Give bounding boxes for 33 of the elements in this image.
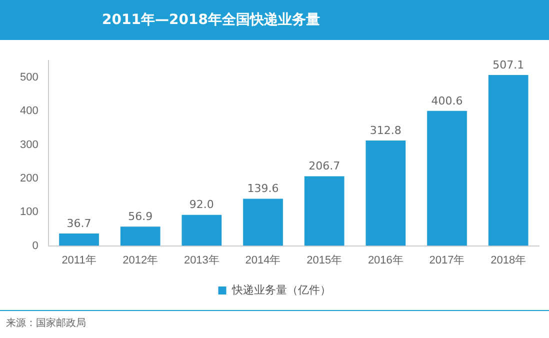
data-label: 400.6 — [431, 94, 463, 108]
data-label: 56.9 — [128, 210, 153, 223]
legend-label: 快递业务量（亿件） — [230, 284, 331, 297]
bar — [488, 75, 528, 246]
x-tick-label: 2015年 — [306, 254, 342, 266]
bar — [304, 176, 344, 246]
source-note: 来源：国家邮政局 — [6, 316, 86, 330]
bar — [243, 198, 283, 246]
y-tick-label: 0 — [32, 240, 38, 252]
bar — [182, 214, 222, 246]
bar — [427, 110, 467, 246]
data-label: 507.1 — [492, 58, 524, 72]
y-tick-label: 300 — [20, 138, 38, 151]
x-tick-label: 2016年 — [368, 254, 404, 266]
data-label: 92.0 — [189, 198, 214, 212]
x-tick-label: 2013年 — [184, 254, 220, 266]
bar — [120, 226, 160, 246]
x-tick-label: 2017年 — [429, 254, 465, 266]
x-tick-label: 2018年 — [490, 254, 526, 266]
chart-title: 2011年—2018年全国快递业务量 — [0, 0, 549, 40]
y-tick-label: 200 — [20, 172, 38, 184]
y-tick-label: 400 — [20, 105, 38, 118]
data-label: 139.6 — [247, 182, 279, 196]
x-tick-label: 2012年 — [122, 254, 158, 266]
bar — [59, 233, 99, 246]
x-tick-label: 2014年 — [245, 254, 281, 266]
x-tick-label: 2011年 — [62, 254, 96, 266]
y-tick-label: 100 — [20, 206, 38, 218]
data-label: 206.7 — [308, 160, 340, 173]
data-label: 36.7 — [66, 216, 92, 230]
bar — [366, 140, 406, 246]
y-tick-label: 500 — [20, 71, 38, 84]
data-label: 312.8 — [370, 124, 402, 137]
